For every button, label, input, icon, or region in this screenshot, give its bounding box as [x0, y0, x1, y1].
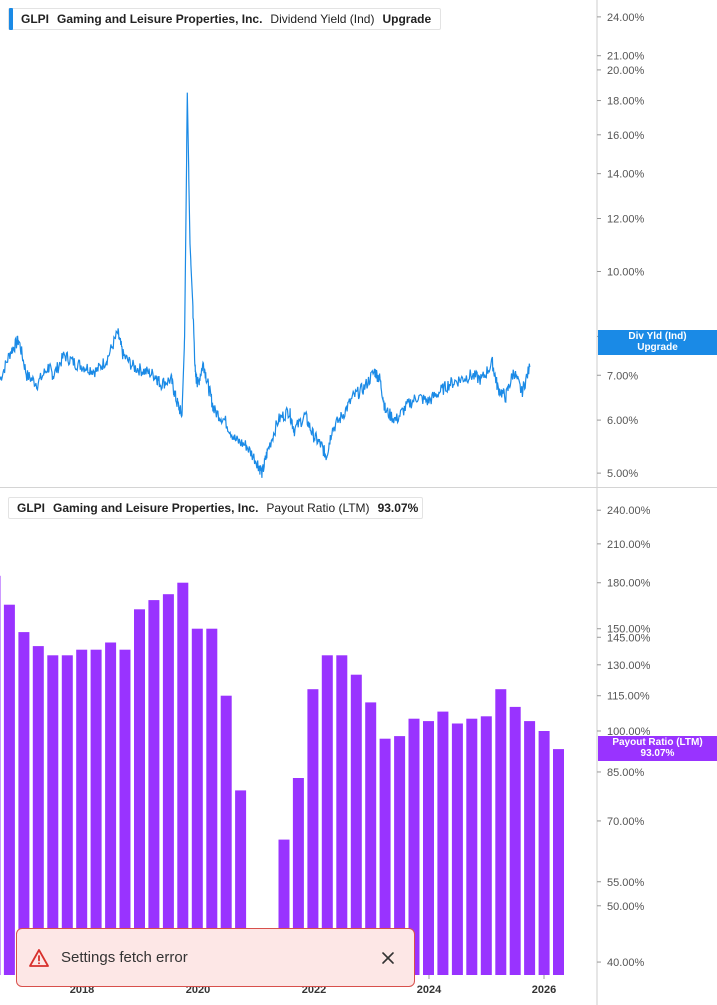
payout-bar [466, 718, 478, 975]
payout-bar [379, 738, 391, 975]
payout-bar [451, 723, 463, 975]
payout-bar [191, 628, 203, 975]
payout-bar [32, 646, 44, 975]
payout-ratio-y-axis: 40.00% 50.00% 55.00% 70.00% 85.00% 100.00% 115… [597, 505, 651, 969]
payout-bar [134, 609, 145, 975]
y-tick-label: 5.00% [607, 468, 638, 480]
y-tick-label: 40.00% [607, 957, 645, 969]
dividend-yield-tag-title: Div Yld (Ind) [628, 331, 687, 342]
x-tick-label: 2018 [70, 984, 94, 996]
payout-bar [538, 731, 550, 975]
y-tick-label: 180.00% [607, 578, 651, 590]
payout-ratio-tag-value: 93.07% [640, 748, 675, 759]
y-tick-label: 85.00% [607, 767, 645, 779]
y-tick-label: 115.00% [607, 691, 650, 703]
close-icon[interactable] [380, 950, 396, 966]
payout-bar [278, 839, 290, 975]
payout-bar [162, 594, 174, 975]
legend-ticker: GLPI [21, 12, 50, 26]
payout-bar [394, 736, 406, 975]
payout-bar [495, 689, 507, 975]
y-tick-label: 50.00% [607, 901, 645, 913]
payout-bar [408, 718, 420, 975]
payout-bar [18, 632, 30, 975]
dividend-yield-tag-upgrade: Upgrade [637, 342, 678, 353]
payout-ratio-legend: GLPI Gaming and Leisure Properties, Inc.… [8, 497, 423, 519]
y-tick-label: 145.00% [607, 632, 651, 644]
payout-bar [553, 749, 564, 975]
payout-bar [509, 706, 521, 975]
dividend-yield-legend-swatch [9, 8, 13, 30]
y-tick-label: 100.00% [607, 726, 651, 738]
payout-bar [437, 711, 449, 975]
legend-metric: Dividend Yield (Ind) [270, 12, 375, 26]
y-tick-label: 18.00% [607, 96, 645, 108]
y-tick-label: 14.00% [607, 169, 645, 181]
payout-bar [3, 604, 15, 975]
x-tick-label: 2022 [302, 984, 326, 996]
legend-company: Gaming and Leisure Properties, Inc. [57, 12, 263, 26]
payout-bar [307, 689, 319, 975]
error-toast: Settings fetch error [16, 928, 415, 987]
payout-bar [524, 721, 536, 975]
y-tick-label: 12.00% [607, 213, 645, 225]
y-tick-label: 70.00% [607, 816, 645, 828]
payout-bar [105, 642, 117, 975]
payout-bar [292, 778, 304, 975]
payout-bar [177, 582, 189, 975]
y-tick-label: 20.00% [607, 65, 645, 77]
payout-ratio-bars [0, 575, 564, 975]
y-tick-label: 150.00% [607, 624, 651, 636]
legend-ticker: GLPI [17, 501, 46, 515]
y-tick-label: 21.00% [607, 51, 645, 63]
payout-ratio-tag-title: Payout Ratio (LTM) [612, 737, 703, 748]
payout-bar [336, 655, 348, 975]
legend-company: Gaming and Leisure Properties, Inc. [53, 501, 259, 515]
payout-bar [90, 649, 102, 975]
dividend-yield-legend: GLPI Gaming and Leisure Properties, Inc.… [8, 8, 441, 30]
payout-bar [220, 695, 232, 975]
payout-bar [206, 628, 218, 975]
x-axis: 2018 2020 2022 2024 2026 [70, 975, 556, 996]
payout-bar [61, 655, 73, 975]
dividend-yield-series [0, 92, 531, 478]
x-tick-label: 2026 [532, 984, 556, 996]
payout-bar [480, 716, 492, 975]
y-tick-label: 240.00% [607, 505, 651, 517]
x-tick-label: 2020 [186, 984, 210, 996]
dividend-yield-y-axis: 5.00%6.00%7.00%8.00%10.00%12.00%14.00%16… [597, 12, 645, 480]
payout-bar [148, 600, 160, 975]
dividend-yield-line [0, 92, 531, 478]
payout-bar [76, 649, 88, 975]
y-tick-label: 16.00% [607, 130, 645, 142]
payout-bar [47, 655, 59, 975]
payout-ratio-tag: Payout Ratio (LTM) 93.07% [598, 736, 717, 761]
y-tick-label: 6.00% [607, 415, 638, 427]
y-tick-label: 55.00% [607, 877, 645, 889]
payout-bar [423, 721, 434, 975]
warning-icon [29, 948, 49, 967]
y-tick-label: 24.00% [607, 12, 645, 24]
y-tick-label: 210.00% [607, 539, 651, 551]
payout-bar [0, 575, 1, 975]
payout-bar [235, 790, 247, 975]
legend-value: 93.07% [377, 501, 419, 515]
legend-upgrade-link[interactable]: Upgrade [382, 12, 432, 26]
y-tick-label: 130.00% [607, 660, 651, 672]
y-tick-label: 7.00% [607, 370, 638, 382]
payout-bar [119, 649, 131, 975]
toast-message: Settings fetch error [61, 949, 188, 966]
dividend-yield-tag[interactable]: Div Yld (Ind) Upgrade [598, 330, 717, 355]
payout-bar [365, 702, 377, 975]
y-tick-label: 10.00% [607, 267, 645, 279]
x-tick-label: 2024 [417, 984, 442, 996]
payout-bar [321, 655, 333, 975]
legend-metric: Payout Ratio (LTM) [266, 501, 370, 515]
payout-bar [350, 674, 362, 975]
